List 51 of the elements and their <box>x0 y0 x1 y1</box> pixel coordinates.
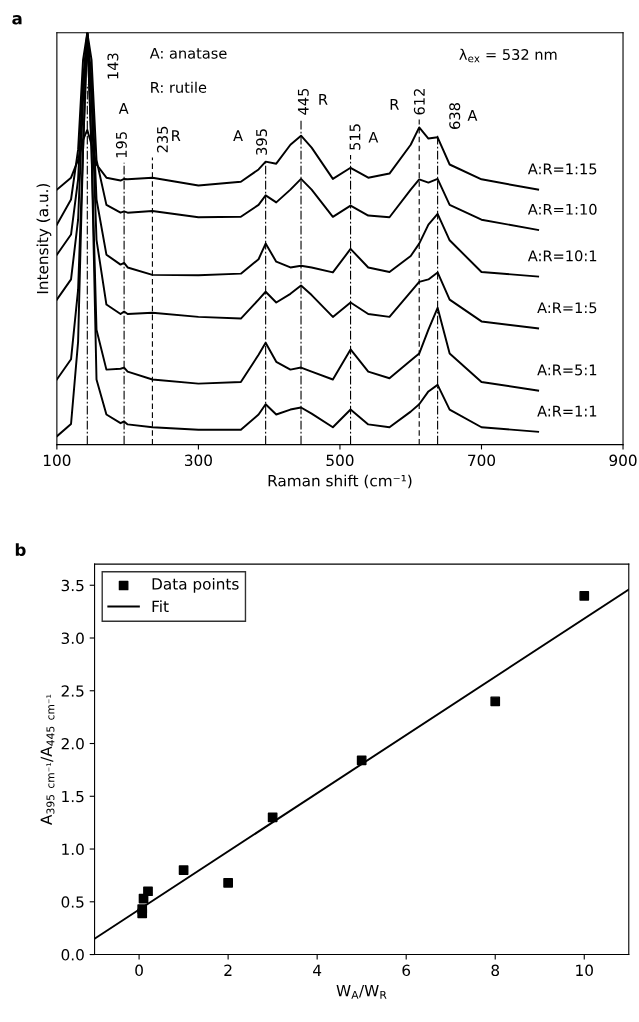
series-label: A:R=1:10 <box>527 203 597 215</box>
x-tick-label: 0 <box>135 964 143 977</box>
annotation: A <box>467 110 478 121</box>
annotation: A: anatase <box>149 47 227 59</box>
ref-line-label: 445 <box>297 88 309 115</box>
y-tick-label: 0.5 <box>61 896 84 908</box>
ref-line-label: 638 <box>449 103 461 129</box>
x-tick-label: 10 <box>576 964 593 977</box>
ref-line-label: 612 <box>413 89 425 115</box>
ref-line-label: 515 <box>349 124 361 150</box>
x-tick-label: 2 <box>224 964 232 976</box>
x-tick-label: 300 <box>184 454 212 467</box>
y-axis-title: A$_{395 cm⁻¹}$/A$_{445 cm⁻¹}$ <box>40 694 55 825</box>
y-tick-label: 1.5 <box>62 790 84 803</box>
annotation: A <box>233 130 243 141</box>
ref-line-label: 143 <box>107 53 119 79</box>
x-tick-label: 8 <box>491 964 500 977</box>
ref-line-label: 395 <box>256 129 268 155</box>
ref-line-label: 195 <box>115 132 127 158</box>
annotation: A <box>118 103 129 114</box>
annotation: λ$_{ex}$ = 532 nm <box>459 48 557 63</box>
series-label: A:R=5:1 <box>537 364 597 376</box>
x-tick-label: 700 <box>468 454 496 467</box>
x-tick-label: 900 <box>609 454 637 467</box>
y-tick-label: 1.0 <box>62 843 84 856</box>
ref-line-label: 235 <box>156 126 168 153</box>
series-label: A:R=1:1 <box>537 405 597 417</box>
annotation: R: rutile <box>151 81 207 93</box>
annotation: R <box>319 94 328 105</box>
chart-title: b <box>15 543 26 557</box>
series-label: A:R=1:5 <box>537 302 597 314</box>
x-tick-label: 6 <box>402 964 411 977</box>
y-tick-label: 0.0 <box>61 949 84 961</box>
legend-label: Data points <box>152 577 239 593</box>
y-tick-label: 2.5 <box>61 685 84 697</box>
legend-label: Fit <box>152 600 169 612</box>
y-axis-title: Intensity (a.u.) <box>36 183 52 294</box>
x-tick-label: 4 <box>313 964 322 976</box>
series-label: A:R=10:1 <box>527 250 597 262</box>
x-tick-label: 100 <box>43 454 71 467</box>
x-tick-label: 500 <box>326 454 354 467</box>
annotation: A <box>368 131 379 143</box>
x-axis-title: Raman shift (cm⁻¹) <box>268 474 412 489</box>
x-axis-title: W$_{A}$/W$_{R}$ <box>336 985 387 999</box>
chart-title: a <box>12 15 22 25</box>
annotation: R <box>390 99 399 110</box>
y-tick-label: 3.5 <box>61 579 84 592</box>
series-label: A:R=1:15 <box>527 163 597 175</box>
y-tick-label: 2.0 <box>61 737 84 750</box>
y-tick-label: 3.0 <box>61 632 84 645</box>
annotation: R <box>172 130 181 141</box>
